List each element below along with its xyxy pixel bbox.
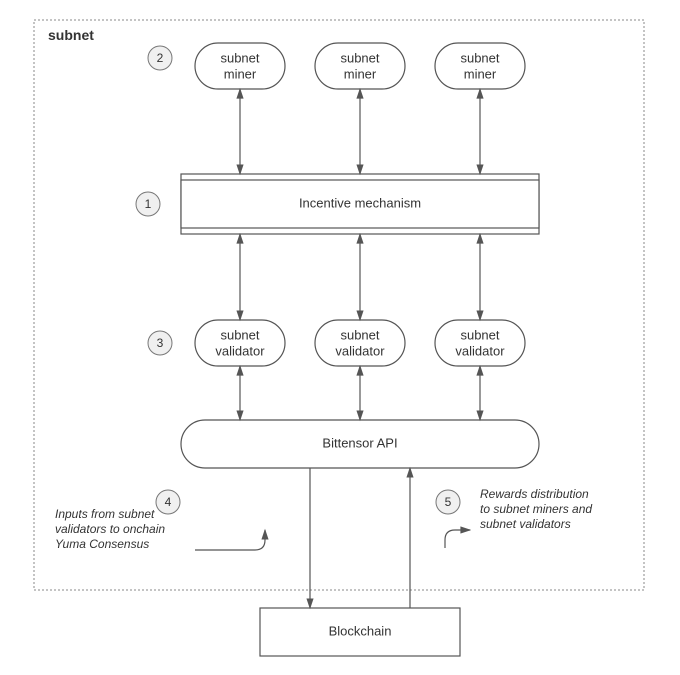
badge-b2-label: 2 <box>157 51 164 65</box>
badge-b5-label: 5 <box>445 495 452 509</box>
node-validator3-label2: validator <box>455 343 505 358</box>
node-validator2-label1: subnet <box>340 327 379 342</box>
node-validator1-label1: subnet <box>220 327 259 342</box>
annotation-arrow-right <box>445 530 470 548</box>
annotation-left-line1: Inputs from subnet <box>55 507 155 521</box>
node-blockchain-label: Blockchain <box>329 623 392 638</box>
node-api-label: Bittensor API <box>322 435 397 450</box>
annotation-right-line3: subnet validators <box>480 517 571 531</box>
node-miner1-label2: miner <box>224 66 257 81</box>
node-miner2-label2: miner <box>344 66 377 81</box>
node-validator2-label2: validator <box>335 343 385 358</box>
annotation-left-line3: Yuma Consensus <box>55 537 149 551</box>
node-miner1-label1: subnet <box>220 50 259 65</box>
badge-b4-label: 4 <box>165 495 172 509</box>
annotation-right-line2: to subnet miners and <box>480 502 592 516</box>
node-miner3-label2: miner <box>464 66 497 81</box>
node-miner2-label1: subnet <box>340 50 379 65</box>
annotation-right-line1: Rewards distribution <box>480 487 589 501</box>
subnet-label: subnet <box>48 27 94 43</box>
node-incentive_inner-label: Incentive mechanism <box>299 195 421 210</box>
annotation-left-line2: validators to onchain <box>55 522 165 536</box>
badge-b3-label: 3 <box>157 336 164 350</box>
node-validator3-label1: subnet <box>460 327 499 342</box>
badge-b1-label: 1 <box>145 197 152 211</box>
node-validator1-label2: validator <box>215 343 265 358</box>
node-miner3-label1: subnet <box>460 50 499 65</box>
annotation-arrow-left <box>195 530 265 550</box>
